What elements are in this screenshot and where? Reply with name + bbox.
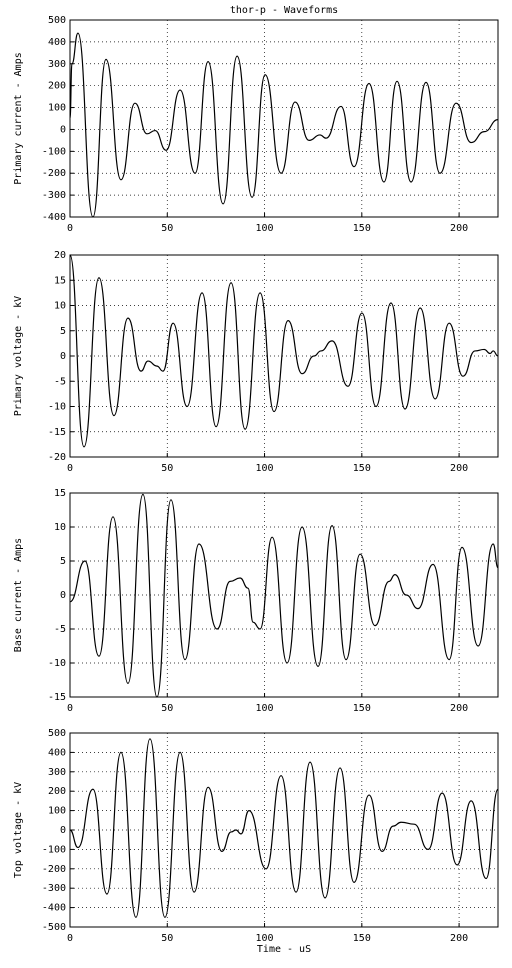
chart-title: thor-p - Waveforms (230, 5, 338, 16)
x-tick-label: 0 (67, 933, 73, 944)
x-axis-label: Time - uS (257, 944, 311, 955)
y-tick-label: -15 (48, 427, 66, 438)
y-tick-label: 15 (54, 275, 66, 286)
y-tick-label: -400 (42, 903, 66, 914)
y-tick-label: -200 (42, 864, 66, 875)
y-tick-label: 5 (60, 556, 66, 567)
y-tick-label: 500 (48, 15, 66, 26)
y-tick-label: -500 (42, 922, 66, 933)
y-tick-label: 0 (60, 825, 66, 836)
x-tick-label: 150 (353, 933, 371, 944)
plot-frame (69, 19, 499, 218)
x-tick-label: 100 (256, 463, 274, 474)
x-tick-label: 50 (161, 703, 173, 714)
y-tick-label: -200 (42, 168, 66, 179)
y-tick-label: 0 (60, 124, 66, 135)
x-tick-label: 0 (67, 703, 73, 714)
y-tick-label: 400 (48, 747, 66, 758)
x-tick-label: 200 (450, 933, 468, 944)
waveform (69, 32, 499, 218)
y-tick-label: 10 (54, 301, 66, 312)
x-tick-label: 0 (67, 223, 73, 234)
y-tick-label: 20 (54, 250, 66, 261)
y-tick-label: 0 (60, 590, 66, 601)
y-axis-label: Top voltage - kV (13, 782, 24, 878)
y-tick-label: 500 (48, 728, 66, 739)
y-tick-label: 100 (48, 103, 66, 114)
y-tick-label: 5 (60, 326, 66, 337)
x-tick-label: 0 (67, 463, 73, 474)
y-tick-label: -10 (48, 402, 66, 413)
y-tick-label: -100 (42, 844, 66, 855)
y-axis-label: Primary voltage - kV (13, 296, 24, 416)
y-tick-label: 10 (54, 522, 66, 533)
x-tick-label: 50 (161, 223, 173, 234)
y-tick-label: 15 (54, 488, 66, 499)
y-tick-label: -20 (48, 452, 66, 463)
y-tick-label: -10 (48, 658, 66, 669)
x-tick-label: 100 (256, 933, 274, 944)
x-tick-label: 50 (161, 463, 173, 474)
y-tick-label: 200 (48, 786, 66, 797)
waveform (69, 254, 499, 448)
y-tick-label: -100 (42, 146, 66, 157)
x-tick-label: 150 (353, 463, 371, 474)
y-tick-label: 200 (48, 81, 66, 92)
x-tick-label: 200 (450, 703, 468, 714)
waveform (69, 738, 499, 918)
y-tick-label: 300 (48, 59, 66, 70)
y-tick-label: -5 (54, 376, 66, 387)
y-tick-label: 300 (48, 767, 66, 778)
y-tick-label: 0 (60, 351, 66, 362)
y-tick-label: 100 (48, 806, 66, 817)
x-tick-label: 100 (256, 703, 274, 714)
y-axis-label: Base current - Amps (13, 538, 24, 652)
y-axis-label: Primary current - Amps (13, 52, 24, 184)
x-tick-label: 200 (450, 223, 468, 234)
y-tick-label: -400 (42, 212, 66, 223)
y-tick-label: -5 (54, 624, 66, 635)
x-tick-label: 100 (256, 223, 274, 234)
x-tick-label: 150 (353, 703, 371, 714)
y-tick-label: -300 (42, 190, 66, 201)
x-tick-label: 50 (161, 933, 173, 944)
waveform (69, 493, 499, 698)
y-tick-label: -15 (48, 692, 66, 703)
x-tick-label: 200 (450, 463, 468, 474)
y-tick-label: 400 (48, 37, 66, 48)
x-tick-label: 150 (353, 223, 371, 234)
y-tick-label: -300 (42, 883, 66, 894)
